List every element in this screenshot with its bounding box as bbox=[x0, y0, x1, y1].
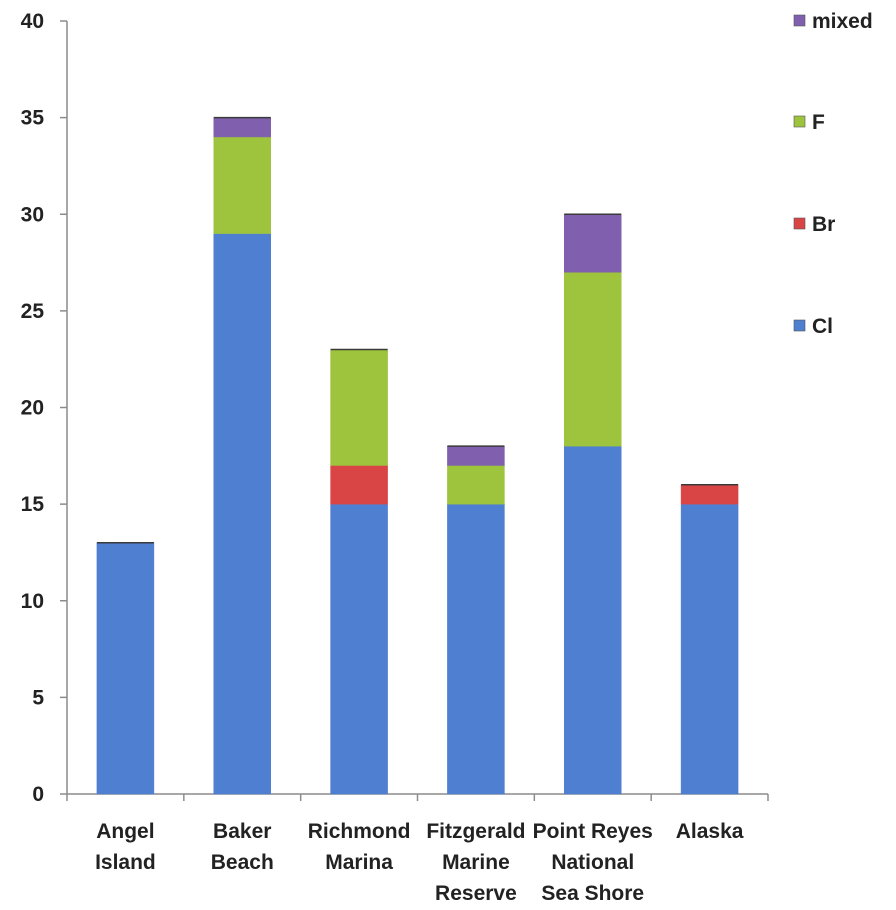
legend-label-mixed: mixed bbox=[812, 10, 873, 33]
bar-segment-cl-2 bbox=[330, 503, 388, 795]
y-tick-label: 5 bbox=[32, 686, 44, 709]
x-category-label-line: Marina bbox=[325, 851, 393, 874]
legend: mixed F Br Cl bbox=[793, 10, 873, 338]
x-category-label-line: National bbox=[551, 851, 634, 874]
bar-segment-cl-1 bbox=[213, 233, 271, 795]
x-category-label: Baker Beach bbox=[211, 820, 274, 874]
bar-segment-f-3 bbox=[447, 465, 505, 505]
bar-segment-f-4 bbox=[564, 271, 622, 447]
bar-segment-cl-4 bbox=[564, 445, 622, 795]
y-tick-label: 20 bbox=[21, 397, 44, 420]
x-category-label: Richmond Marina bbox=[308, 820, 411, 874]
labels: 0 5 10 15 20 25 30 35 40 Angel Island Baker Beach Ric… bbox=[21, 10, 744, 905]
x-category-label-line: Sea Shore bbox=[541, 882, 644, 905]
y-tick-label: 25 bbox=[21, 300, 45, 323]
y-tick-label: 35 bbox=[21, 107, 45, 130]
bar-segment-mixed-4 bbox=[564, 214, 622, 273]
y-tick-label: 30 bbox=[21, 203, 44, 226]
axes bbox=[60, 20, 769, 801]
legend-label-f: F bbox=[812, 111, 825, 134]
y-tick-label: 10 bbox=[21, 590, 44, 613]
x-category-label-line: Baker bbox=[213, 820, 271, 843]
x-category-label-line: Richmond bbox=[308, 820, 411, 843]
x-category-label-line: Marine bbox=[442, 851, 510, 874]
x-category-label-line: Angel bbox=[96, 820, 154, 843]
bar-segment-f-2 bbox=[330, 349, 388, 466]
bar-segment-cl-3 bbox=[447, 503, 505, 795]
legend-swatch-f bbox=[793, 115, 806, 128]
bar-segment-cl-5 bbox=[680, 503, 739, 795]
legend-label-br: Br bbox=[812, 213, 835, 236]
bar-segment-br-5 bbox=[680, 484, 739, 505]
legend-swatch-br bbox=[793, 217, 806, 230]
x-category-label-line: Island bbox=[95, 851, 156, 874]
x-category-label-line: Point Reyes bbox=[533, 820, 653, 843]
legend-label-cl: Cl bbox=[812, 315, 833, 338]
y-tick-label: 40 bbox=[21, 10, 44, 33]
x-category-label: Fitzgerald Marine Reserve bbox=[426, 820, 525, 905]
bar-segment-br-2 bbox=[330, 465, 388, 505]
y-tick-label: 15 bbox=[21, 493, 45, 516]
x-category-label-line: Alaska bbox=[676, 820, 744, 843]
x-category-label: Angel Island bbox=[95, 820, 156, 874]
x-category-label-line: Beach bbox=[211, 851, 274, 874]
legend-swatch-mixed bbox=[793, 14, 806, 27]
y-tick-label: 0 bbox=[32, 783, 44, 806]
legend-swatch-cl bbox=[793, 319, 806, 332]
x-category-label-line: Reserve bbox=[435, 882, 517, 905]
bar-segment-mixed-3 bbox=[447, 445, 505, 466]
x-category-label-line: Fitzgerald bbox=[426, 820, 525, 843]
x-category-label: Alaska bbox=[676, 820, 744, 843]
bar-segment-cl-0 bbox=[96, 542, 155, 795]
bar-segment-mixed-1 bbox=[213, 117, 271, 138]
x-category-label: Point Reyes National Sea Shore bbox=[533, 820, 653, 905]
bar-segment-f-1 bbox=[213, 136, 271, 234]
bars bbox=[96, 116, 739, 795]
